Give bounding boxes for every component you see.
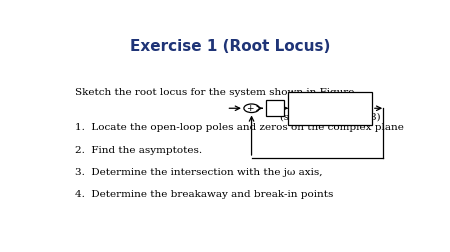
Text: 3.  Determine the intersection with the jω axis,: 3. Determine the intersection with the j… — [76, 167, 323, 176]
Text: K: K — [270, 102, 279, 115]
Text: 2.  Find the asymptotes.: 2. Find the asymptotes. — [76, 145, 202, 154]
Text: Sketch the root locus for the system shown in Figure: Sketch the root locus for the system sho… — [76, 88, 355, 97]
Text: 1: 1 — [327, 99, 333, 108]
Text: 4.  Determine the breakaway and break-in points: 4. Determine the breakaway and break-in … — [76, 190, 334, 199]
Bar — [288, 92, 372, 125]
Text: Exercise 1 (Root Locus): Exercise 1 (Root Locus) — [130, 39, 331, 54]
Bar — [266, 101, 284, 117]
Text: 1.  Locate the open-loop poles and zeros on the complex plane: 1. Locate the open-loop poles and zeros … — [76, 123, 404, 132]
Text: +: + — [246, 103, 253, 112]
Text: (s + 1)(s + 2)(s + 3): (s + 1)(s + 2)(s + 3) — [280, 112, 380, 121]
